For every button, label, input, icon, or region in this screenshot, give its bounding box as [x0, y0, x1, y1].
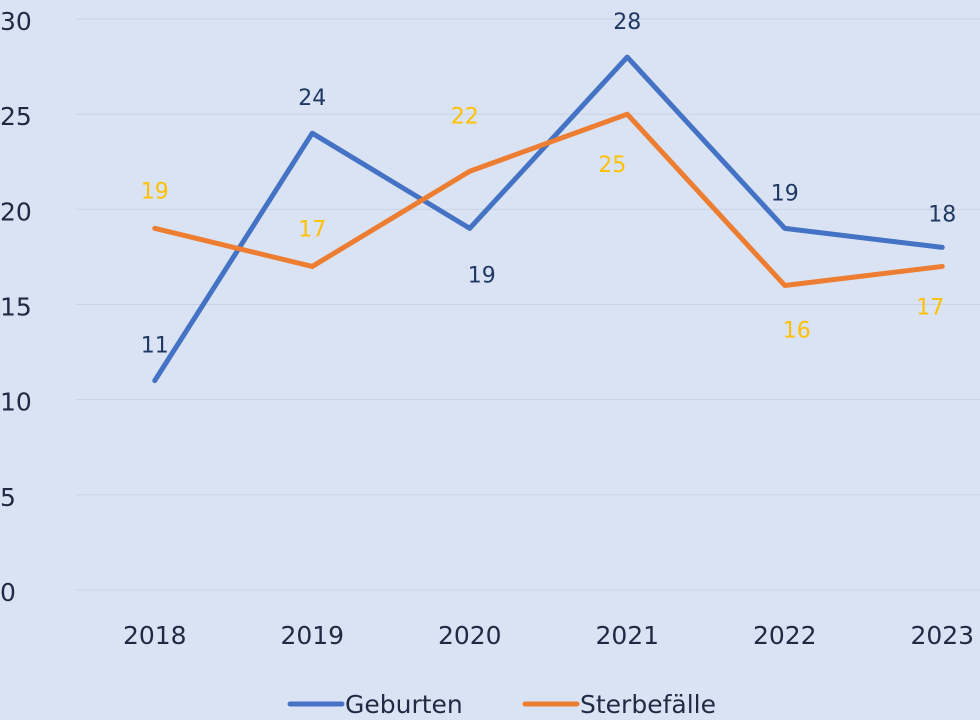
data-label: 24 [298, 86, 326, 111]
y-tick-label: 20 [0, 197, 32, 226]
data-label: 22 [451, 104, 479, 129]
line-series [152, 111, 945, 288]
data-label: 28 [613, 10, 641, 35]
data-label: 25 [598, 153, 626, 178]
data-label: 18 [928, 202, 956, 227]
data-label: 19 [771, 181, 799, 206]
x-tick-label: 2018 [123, 621, 187, 650]
y-tick-label: 10 [0, 388, 32, 417]
x-tick-label: 2023 [910, 621, 974, 650]
legend-label: Sterbefälle [580, 690, 716, 719]
legend-label: Geburten [345, 690, 463, 719]
y-tick-label: 5 [0, 483, 16, 512]
data-label: 17 [298, 217, 326, 242]
x-tick-label: 2021 [595, 621, 659, 650]
data-label: 17 [916, 295, 944, 320]
y-tick-label: 30 [0, 7, 32, 36]
x-tick-label: 2019 [280, 621, 344, 650]
data-label: 11 [141, 334, 169, 359]
x-tick-label: 2020 [438, 621, 502, 650]
data-label: 16 [783, 318, 811, 343]
y-tick-label: 0 [0, 578, 16, 607]
data-label: 19 [141, 179, 169, 204]
data-label: 19 [468, 263, 496, 288]
y-tick-label: 15 [0, 293, 32, 322]
x-tick-label: 2022 [753, 621, 817, 650]
y-tick-label: 25 [0, 102, 32, 131]
